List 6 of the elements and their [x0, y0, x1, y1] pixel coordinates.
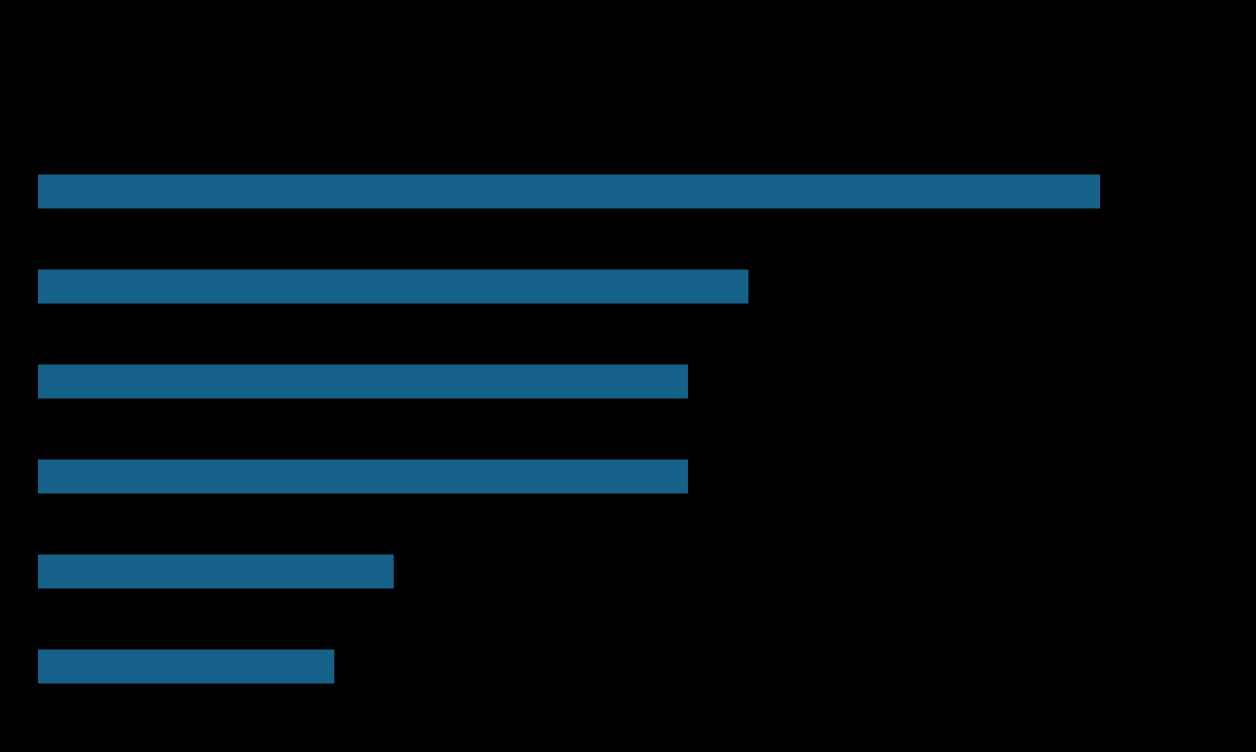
bar: [38, 364, 688, 399]
bar: [38, 269, 749, 304]
bar: [38, 554, 394, 589]
bar: [38, 459, 688, 494]
bar: [38, 174, 1100, 209]
bar: [38, 649, 335, 684]
